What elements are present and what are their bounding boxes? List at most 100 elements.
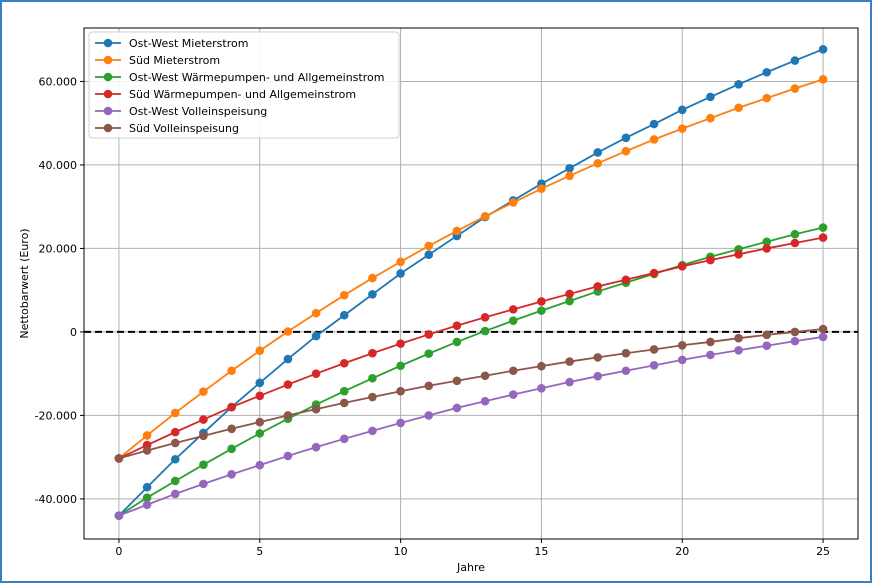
data-point — [593, 353, 603, 362]
data-point — [565, 163, 574, 173]
data-point — [424, 381, 434, 391]
x-tick-label: 25 — [816, 545, 830, 558]
legend-marker — [103, 38, 113, 48]
data-point — [114, 454, 124, 463]
data-point — [227, 402, 236, 412]
data-point — [565, 171, 574, 181]
data-point — [762, 341, 772, 351]
data-point — [142, 493, 152, 502]
data-point — [424, 250, 434, 259]
series-line — [118, 226, 824, 517]
data-point — [734, 345, 743, 355]
y-tick-label: 0 — [70, 326, 77, 339]
data-point — [508, 390, 518, 399]
data-point — [255, 429, 265, 438]
data-point — [396, 339, 405, 348]
data-point — [508, 316, 518, 325]
series-group — [114, 44, 828, 520]
series-line — [118, 78, 824, 460]
data-point — [311, 331, 321, 341]
data-point — [818, 332, 828, 342]
data-point — [537, 361, 546, 371]
x-axis-label: Jahre — [456, 561, 485, 574]
legend-item: Ost-West Wärmepumpen- und Allgemeinstrom — [95, 71, 384, 84]
data-point — [621, 275, 631, 285]
data-point — [565, 357, 574, 366]
data-point — [452, 321, 462, 330]
data-point — [818, 44, 828, 54]
series-1 — [114, 75, 828, 463]
data-point — [255, 417, 265, 427]
data-point — [593, 371, 603, 381]
data-point — [452, 337, 462, 347]
data-point — [255, 460, 265, 470]
data-point — [621, 366, 631, 376]
data-point — [142, 482, 152, 492]
data-point — [677, 124, 687, 133]
data-point — [396, 269, 405, 278]
data-point — [508, 198, 518, 207]
data-point — [283, 354, 293, 364]
data-point — [114, 511, 124, 520]
data-point — [565, 296, 574, 306]
x-tick-label: 20 — [675, 545, 689, 558]
y-tick-label: 20.000 — [39, 242, 78, 255]
data-point — [649, 345, 659, 354]
data-point — [142, 500, 152, 510]
legend-label: Ost-West Wärmepumpen- und Allgemeinstrom — [129, 71, 384, 84]
data-point — [311, 369, 321, 378]
legend-label: Süd Wärmepumpen- und Allgemeinstrom — [129, 88, 356, 101]
legend-item: Süd Volleinspeisung — [95, 122, 239, 135]
data-point — [818, 223, 828, 232]
legend-label: Süd Mieterstrom — [129, 54, 220, 67]
data-point — [339, 310, 349, 320]
data-point — [537, 306, 546, 315]
data-point — [368, 273, 377, 283]
data-point — [508, 366, 518, 376]
data-point — [424, 349, 434, 358]
data-point — [339, 434, 349, 444]
axis-ticks: 0 5 10 15 20 25 -40.000 -20.000 0 20.000 40.000 60.… — [35, 75, 831, 558]
data-point — [311, 442, 321, 452]
data-point — [480, 313, 490, 322]
data-point — [790, 336, 800, 346]
data-point — [480, 211, 490, 221]
data-point — [649, 268, 659, 278]
data-point — [199, 415, 208, 424]
data-point — [762, 93, 772, 103]
data-point — [565, 289, 574, 299]
data-point — [368, 290, 377, 299]
data-point — [649, 119, 659, 129]
data-point — [452, 376, 462, 386]
data-point — [339, 398, 349, 408]
series-5 — [114, 324, 828, 463]
series-2 — [114, 223, 828, 520]
y-tick-label: -40.000 — [35, 493, 77, 506]
legend-marker — [103, 106, 113, 116]
data-point — [593, 158, 603, 168]
data-point — [170, 408, 180, 418]
data-point — [537, 184, 546, 194]
data-point — [170, 489, 180, 499]
data-point — [677, 340, 687, 350]
data-point — [368, 373, 377, 383]
data-point — [818, 75, 828, 84]
data-point — [424, 411, 434, 420]
data-point — [480, 371, 490, 381]
data-point — [537, 297, 546, 306]
data-point — [706, 255, 715, 265]
data-point — [255, 378, 265, 388]
x-tick-label: 15 — [534, 545, 548, 558]
data-point — [424, 330, 434, 339]
data-point — [396, 418, 405, 428]
x-tick-label: 0 — [115, 545, 122, 558]
data-point — [142, 431, 152, 440]
data-point — [508, 305, 518, 314]
legend-item: Ost-West Volleinspeisung — [95, 105, 267, 118]
legend-marker — [103, 89, 113, 99]
legend-marker — [103, 55, 113, 65]
data-point — [649, 361, 659, 370]
data-point — [734, 333, 743, 343]
data-point — [480, 326, 490, 336]
